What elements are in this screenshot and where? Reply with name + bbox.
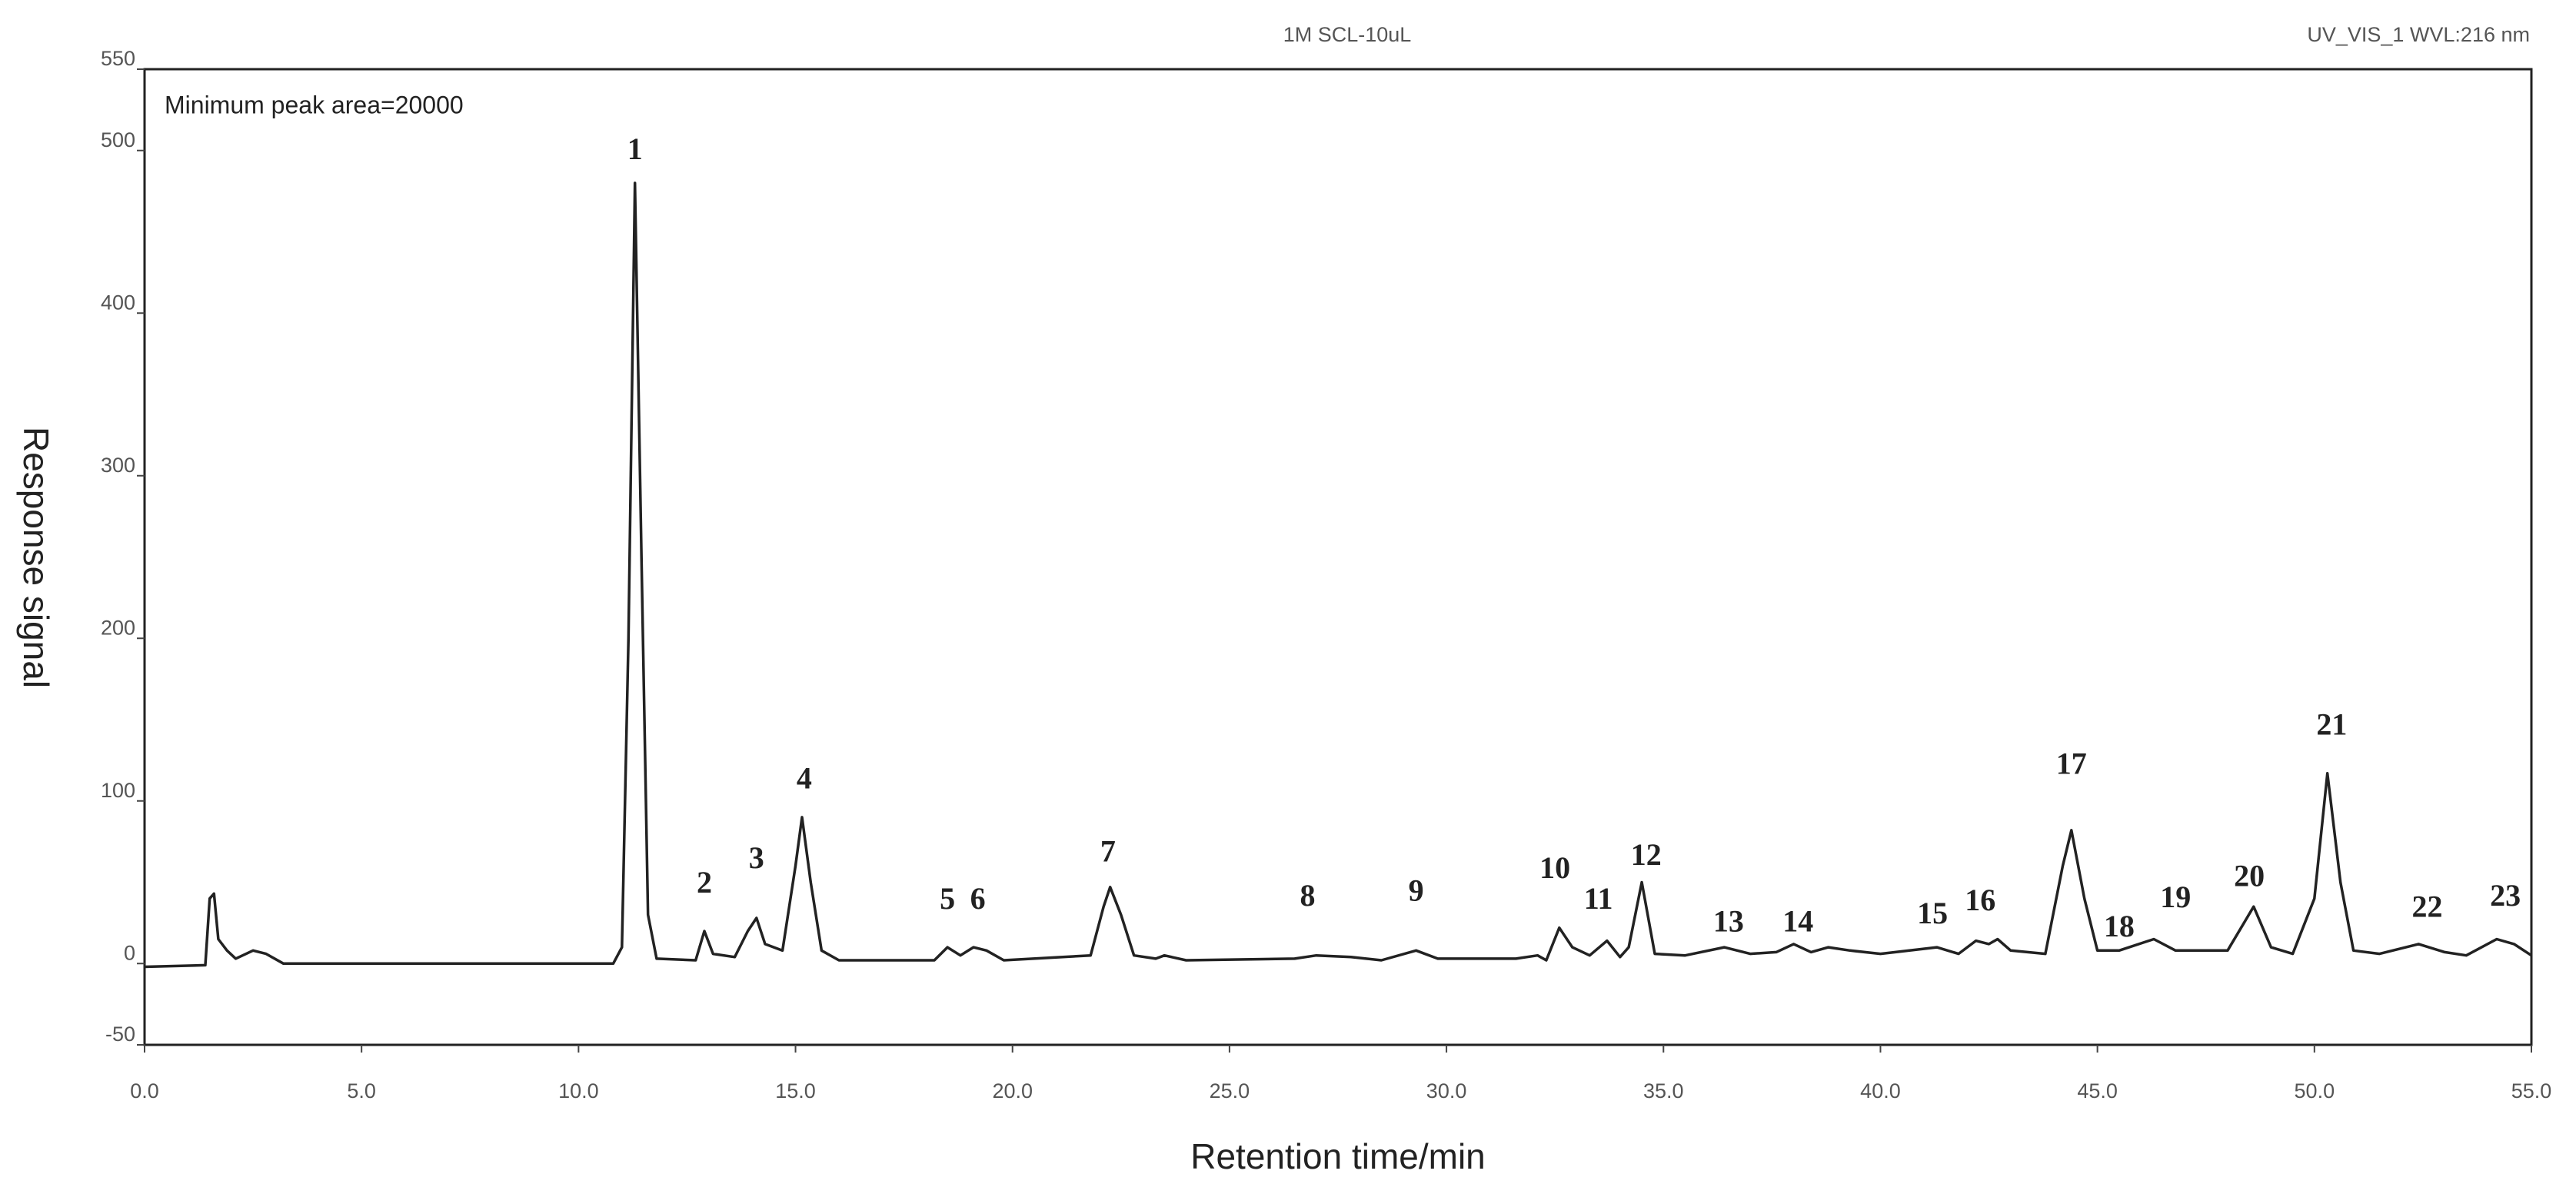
- peak-label: 16: [1965, 883, 1995, 917]
- peak-label: 12: [1631, 837, 1662, 872]
- x-tick-label: 15.0: [775, 1079, 816, 1103]
- peak-label: 1: [627, 131, 643, 166]
- peak-label: 11: [1584, 881, 1613, 916]
- x-tick-label: 25.0: [1210, 1079, 1250, 1103]
- x-tick-label: 45.0: [2077, 1079, 2118, 1103]
- peak-label: 9: [1409, 873, 1424, 907]
- peak-label: 2: [697, 865, 712, 900]
- peak-label: 8: [1300, 878, 1315, 913]
- note: Minimum peak area=20000: [165, 91, 464, 118]
- peak-label: 21: [2316, 707, 2347, 742]
- peak-label: 22: [2412, 890, 2443, 924]
- peak-label: 18: [2104, 909, 2135, 943]
- chart-subtitle: UV_VIS_1 WVL:216 nm: [2307, 23, 2530, 46]
- peak-label: 3: [749, 840, 764, 875]
- x-tick-label: 50.0: [2295, 1079, 2335, 1103]
- x-tick-label: 10.0: [558, 1079, 599, 1103]
- peak-label: 6: [970, 881, 986, 916]
- x-axis-label: Retention time/min: [1190, 1136, 1486, 1176]
- y-tick-label: 0: [124, 941, 135, 964]
- x-tick-label: 30.0: [1426, 1079, 1467, 1103]
- y-tick-label: 300: [101, 454, 135, 477]
- y-tick-label: 400: [101, 291, 135, 314]
- x-tick-label: 5.0: [347, 1079, 376, 1103]
- peak-label: 13: [1713, 904, 1744, 939]
- y-tick-label: 200: [101, 616, 135, 639]
- chart-title: 1M SCL-10uL: [1283, 23, 1412, 46]
- y-axis-label: Response signal: [16, 427, 56, 688]
- peak-label: 15: [1917, 896, 1948, 930]
- peak-label: 4: [797, 761, 812, 796]
- y-tick-label: -50: [105, 1023, 135, 1046]
- x-tick-label: 55.0: [2511, 1079, 2552, 1103]
- peak-label: 7: [1100, 834, 1116, 869]
- y-tick-label: 100: [101, 779, 135, 802]
- x-tick-label: 0.0: [130, 1079, 159, 1103]
- plot-frame: [143, 68, 2533, 1046]
- peak-label: 19: [2160, 880, 2191, 914]
- peak-label: 5: [940, 881, 955, 916]
- peak-label: 17: [2056, 747, 2087, 781]
- x-tick-label: 20.0: [992, 1079, 1033, 1103]
- peak-label: 10: [1539, 850, 1570, 885]
- x-tick-label: 35.0: [1643, 1079, 1684, 1103]
- peak-label: 14: [1782, 904, 1813, 939]
- x-tick-label: 40.0: [1860, 1079, 1901, 1103]
- peak-label: 23: [2490, 878, 2521, 913]
- trace: [144, 181, 2532, 969]
- peak-label: 20: [2234, 858, 2265, 893]
- y-tick-label: 500: [101, 128, 135, 151]
- y-tick-label: 550: [101, 47, 135, 70]
